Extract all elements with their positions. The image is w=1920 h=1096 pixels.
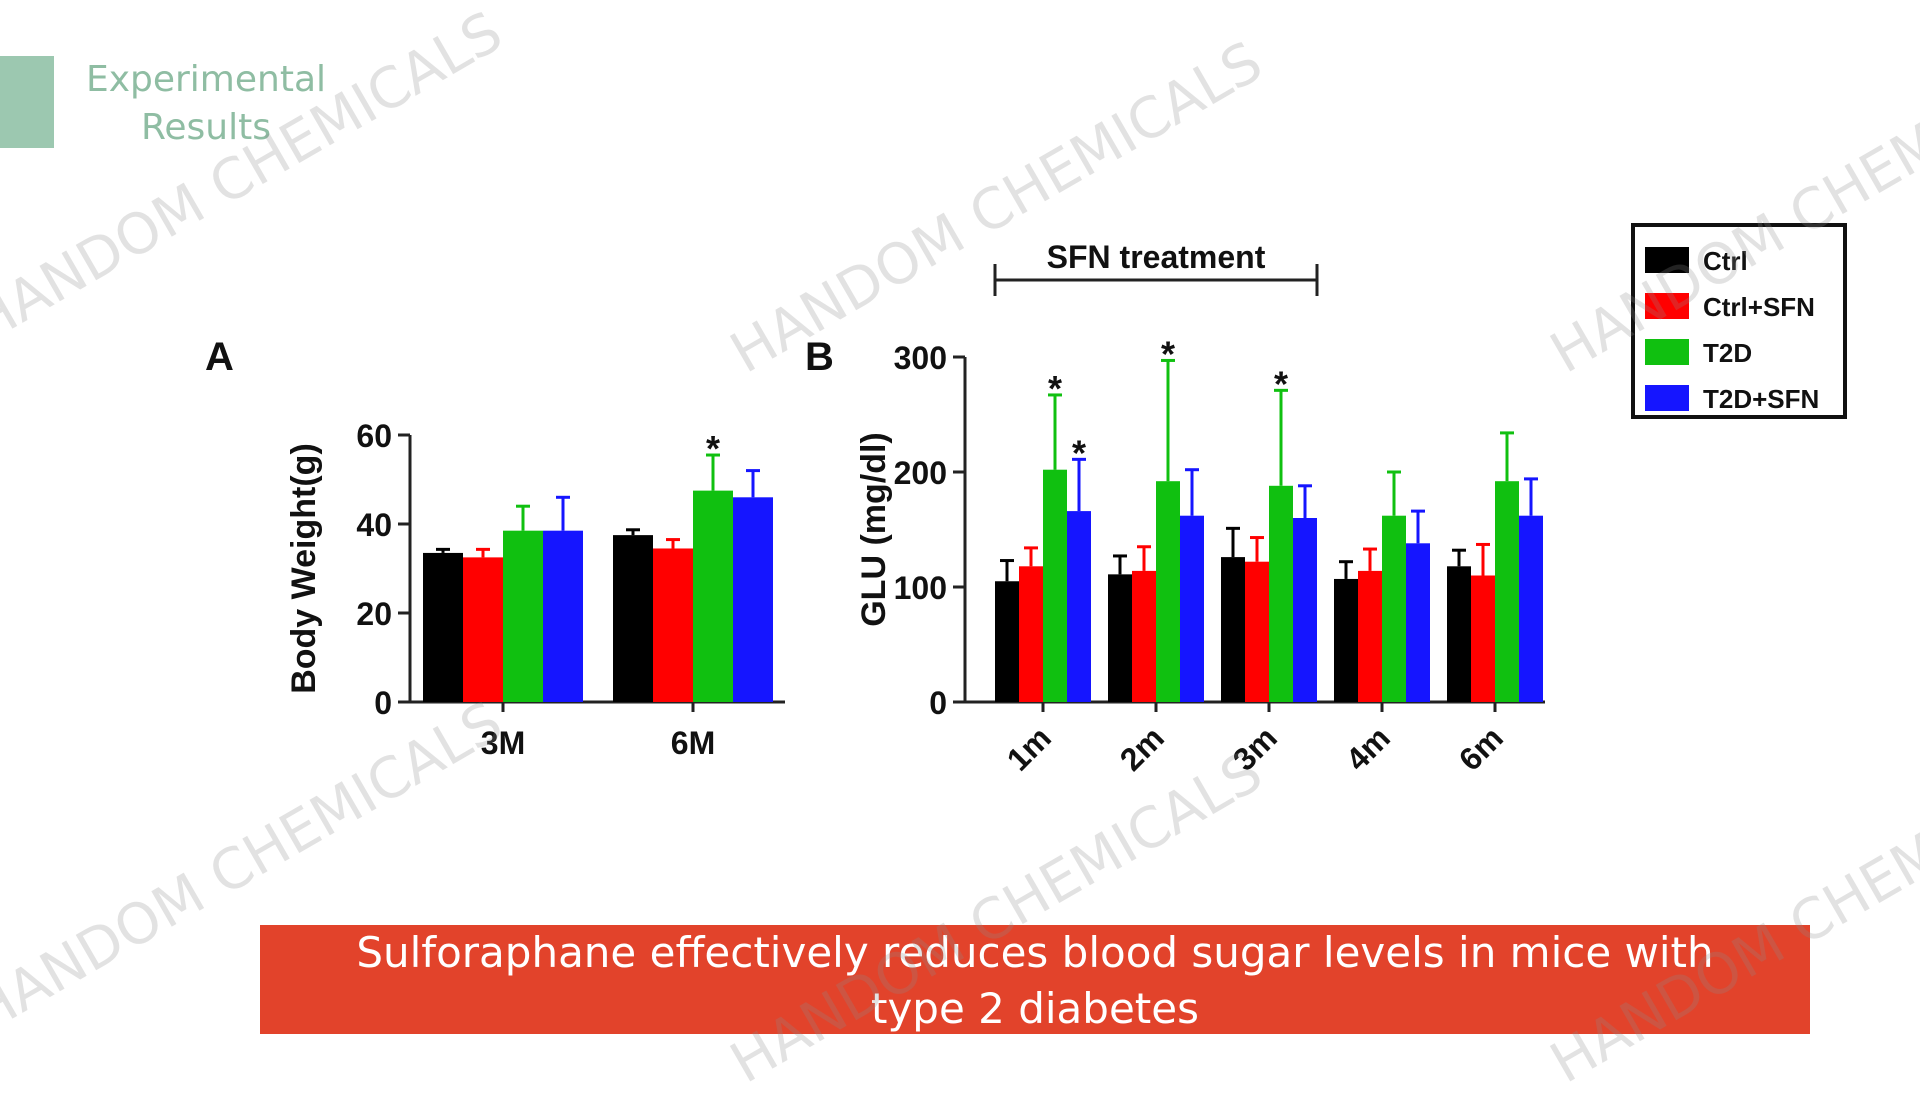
legend-swatch [1645, 293, 1689, 319]
section-accent-bar [0, 56, 54, 148]
bar-ctrl [1334, 578, 1358, 702]
bar-t2d [1156, 481, 1180, 702]
x-tick-label: 6M [671, 725, 715, 761]
bar-t2d-plus-sfn [1519, 515, 1543, 702]
x-tick-label: 1m [1000, 719, 1058, 777]
significance-asterisk: * [706, 428, 720, 469]
legend-label: T2D [1703, 338, 1752, 368]
y-axis-label: Body Weight(g) [285, 443, 323, 694]
section-title-line2: Results [141, 107, 271, 148]
significance-asterisk: * [1048, 368, 1062, 409]
bar-charts-figure: A 0 20 40 60 Body Weight(g) 3M 6M * B 0 100 200 300 GL… [205, 223, 1847, 778]
legend-swatch [1645, 339, 1689, 365]
bar-t2d-plus-sfn [733, 497, 773, 702]
bar-ctrl-plus-sfn [463, 557, 503, 702]
bar-t2d-plus-sfn [543, 530, 583, 702]
legend-swatch [1645, 247, 1689, 273]
bar-ctrl-plus-sfn [1132, 570, 1156, 702]
bar-ctrl-plus-sfn [1471, 575, 1495, 702]
y-tick-label: 300 [894, 340, 947, 376]
bar-ctrl-plus-sfn [1358, 570, 1382, 702]
bar-t2d-plus-sfn [1293, 518, 1317, 702]
caption-banner: Sulforaphane effectively reduces blood s… [260, 925, 1810, 1034]
significance-asterisk: * [1274, 363, 1288, 404]
bar-ctrl-plus-sfn [653, 548, 693, 702]
caption-line2: type 2 diabetes [870, 984, 1199, 1033]
treatment-bracket-label: SFN treatment [1047, 239, 1266, 275]
bar-t2d [1382, 515, 1406, 702]
x-tick-label: 6m [1452, 719, 1510, 777]
bar-ctrl [1221, 557, 1245, 702]
bar-t2d [1495, 481, 1519, 702]
y-tick-label: 0 [374, 685, 392, 721]
legend-swatch [1645, 385, 1689, 411]
legend-label: Ctrl+SFN [1703, 292, 1815, 322]
bar-t2d-plus-sfn [1180, 515, 1204, 702]
panel-letter-A: A [205, 335, 234, 379]
bar-t2d-plus-sfn [1067, 511, 1091, 702]
bar-ctrl-plus-sfn [1019, 566, 1043, 702]
bar-ctrl [1447, 566, 1471, 702]
bar-t2d [693, 490, 733, 702]
y-tick-label: 0 [929, 685, 947, 721]
panel-letter-B: B [805, 335, 834, 379]
bar-t2d [1269, 485, 1293, 702]
bar-ctrl [995, 581, 1019, 702]
y-tick-label: 100 [894, 570, 947, 606]
section-title-line1: Experimental [85, 59, 327, 100]
bar-ctrl [1108, 574, 1132, 702]
bar-ctrl [613, 535, 653, 702]
y-tick-label: 200 [894, 455, 947, 491]
bar-t2d-plus-sfn [1406, 543, 1430, 702]
caption-line1: Sulforaphane effectively reduces blood s… [356, 928, 1714, 977]
legend-label: Ctrl [1703, 246, 1748, 276]
legend-label: T2D+SFN [1703, 384, 1819, 414]
x-tick-label: 3M [481, 725, 525, 761]
bar-ctrl [423, 552, 463, 702]
section-title: Experimental Results [76, 56, 336, 152]
y-tick-label: 40 [356, 507, 392, 543]
bar-t2d [503, 530, 543, 702]
x-tick-label: 2m [1113, 719, 1171, 777]
y-tick-label: 60 [356, 418, 392, 454]
x-tick-label: 4m [1339, 719, 1397, 777]
significance-asterisk: * [1072, 432, 1086, 473]
y-tick-label: 20 [356, 596, 392, 632]
bar-ctrl-plus-sfn [1245, 561, 1269, 702]
bar-t2d [1043, 469, 1067, 702]
x-tick-label: 3m [1226, 719, 1284, 777]
figure: A 0 20 40 60 Body Weight(g) 3M 6M * B 0 100 200 300 GL… [195, 220, 1875, 825]
y-axis-label: GLU (mg/dl) [855, 432, 893, 627]
significance-asterisk: * [1161, 333, 1175, 374]
